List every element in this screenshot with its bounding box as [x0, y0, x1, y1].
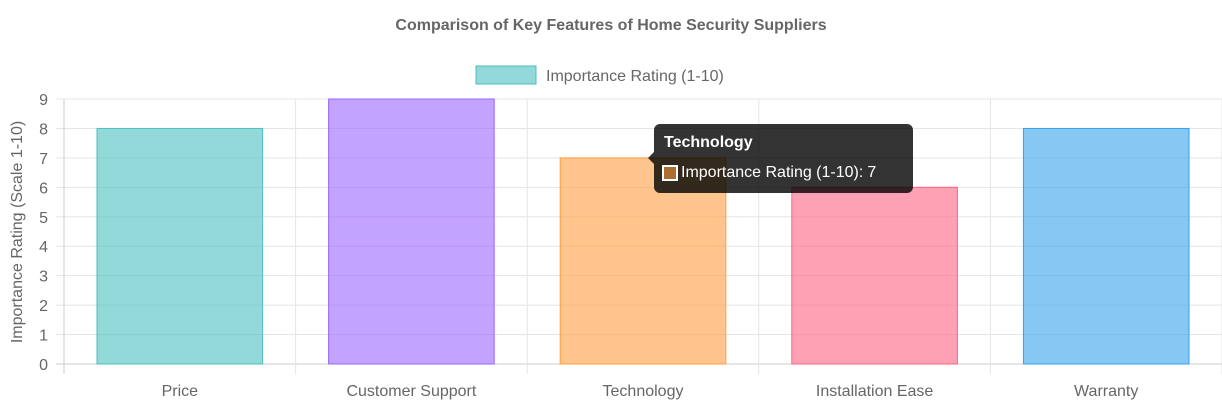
legend-swatch[interactable] — [475, 65, 537, 85]
y-tick-label: 2 — [39, 298, 48, 315]
y-tick-label: 3 — [39, 269, 48, 286]
y-axis-ticks: 0 1 2 3 4 5 6 7 8 9 — [39, 92, 48, 374]
x-tick-label: Installation Ease — [816, 383, 934, 400]
x-tick-label: Warranty — [1074, 383, 1138, 400]
legend-label[interactable]: Importance Rating (1-10) — [546, 68, 724, 85]
y-axis-label: Importance Rating (Scale 1-10) — [9, 121, 26, 343]
tooltip-value: 7 — [867, 164, 877, 181]
bar[interactable] — [1022, 127, 1190, 365]
y-tick-label: 0 — [39, 357, 48, 374]
tooltip-body: Importance Rating (1-10): 7 — [662, 163, 903, 183]
bar[interactable] — [791, 186, 958, 365]
legend[interactable]: Importance Rating (1-10) — [475, 65, 724, 85]
bars — [96, 98, 1190, 365]
y-tick-label: 9 — [39, 92, 48, 109]
x-tick-label: Technology — [603, 383, 684, 400]
tooltip-swatch — [662, 165, 678, 181]
tooltip-title: Technology — [664, 134, 753, 151]
bar[interactable] — [328, 98, 495, 365]
y-tick-label: 4 — [39, 239, 48, 256]
y-tick-label: 6 — [39, 180, 48, 197]
x-tick-label: Customer Support — [346, 383, 476, 400]
x-tick-label: Price — [162, 383, 199, 400]
y-tick-label: 1 — [39, 328, 48, 345]
tooltip: Technology Importance Rating (1-10): 7 — [648, 124, 913, 193]
y-tick-label: 7 — [39, 151, 48, 168]
x-axis-ticks: Price Customer Support Technology Installat… — [162, 383, 1139, 400]
tooltip-label: Importance Rating (1-10): — [681, 164, 864, 181]
y-tick-label: 8 — [39, 121, 48, 138]
bar[interactable] — [96, 127, 264, 365]
y-tick-label: 5 — [39, 210, 48, 227]
chart-title: Comparison of Key Features of Home Secur… — [395, 17, 826, 34]
